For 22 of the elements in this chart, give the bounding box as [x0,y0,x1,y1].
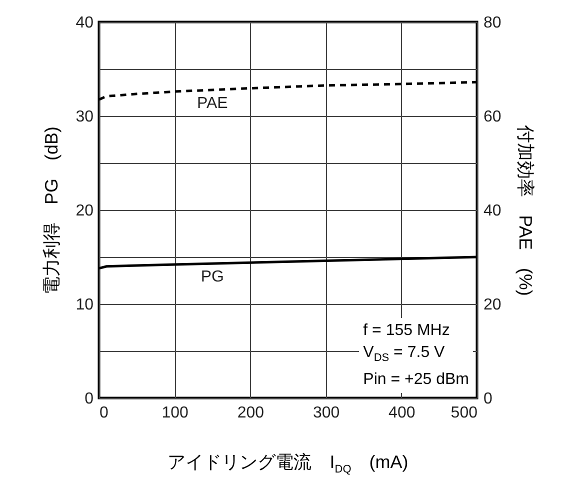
x-tick-label: 0 [100,404,108,422]
y-axis-title: 電力利得 PG (dB) [42,126,62,295]
y-tick-label: 20 [76,202,94,220]
y-tick-label: 10 [76,296,94,314]
x-tick-label: 300 [312,404,340,422]
y2-tick-label: 80 [484,14,502,32]
y2-axis-title: 付加効率 PAE (%) [515,124,536,296]
annotation: f = 155 MHz V$_{DS}$ = 7.5 V Pin = +25 dBm [359,318,473,393]
text: アイドリング電流 I$_{DQ}$ (mA) [168,452,408,476]
y2-tick-label: 20 [484,296,502,314]
series-label: PAE [196,94,228,112]
x-tick-label: 100 [162,404,189,422]
y2-tick-label: 40 [484,202,502,220]
x-tick-label: 200 [237,404,264,422]
y-tick-label: 0 [84,390,94,408]
series-label: PG [200,268,224,286]
x-tick-label: 500 [450,404,478,422]
y2-tick-label: 0 [484,390,492,408]
y-tick-label: 30 [76,108,94,126]
y2-tick-label: 60 [484,108,502,126]
x-tick-label: 400 [388,404,416,422]
y-tick-label: 40 [76,14,94,32]
